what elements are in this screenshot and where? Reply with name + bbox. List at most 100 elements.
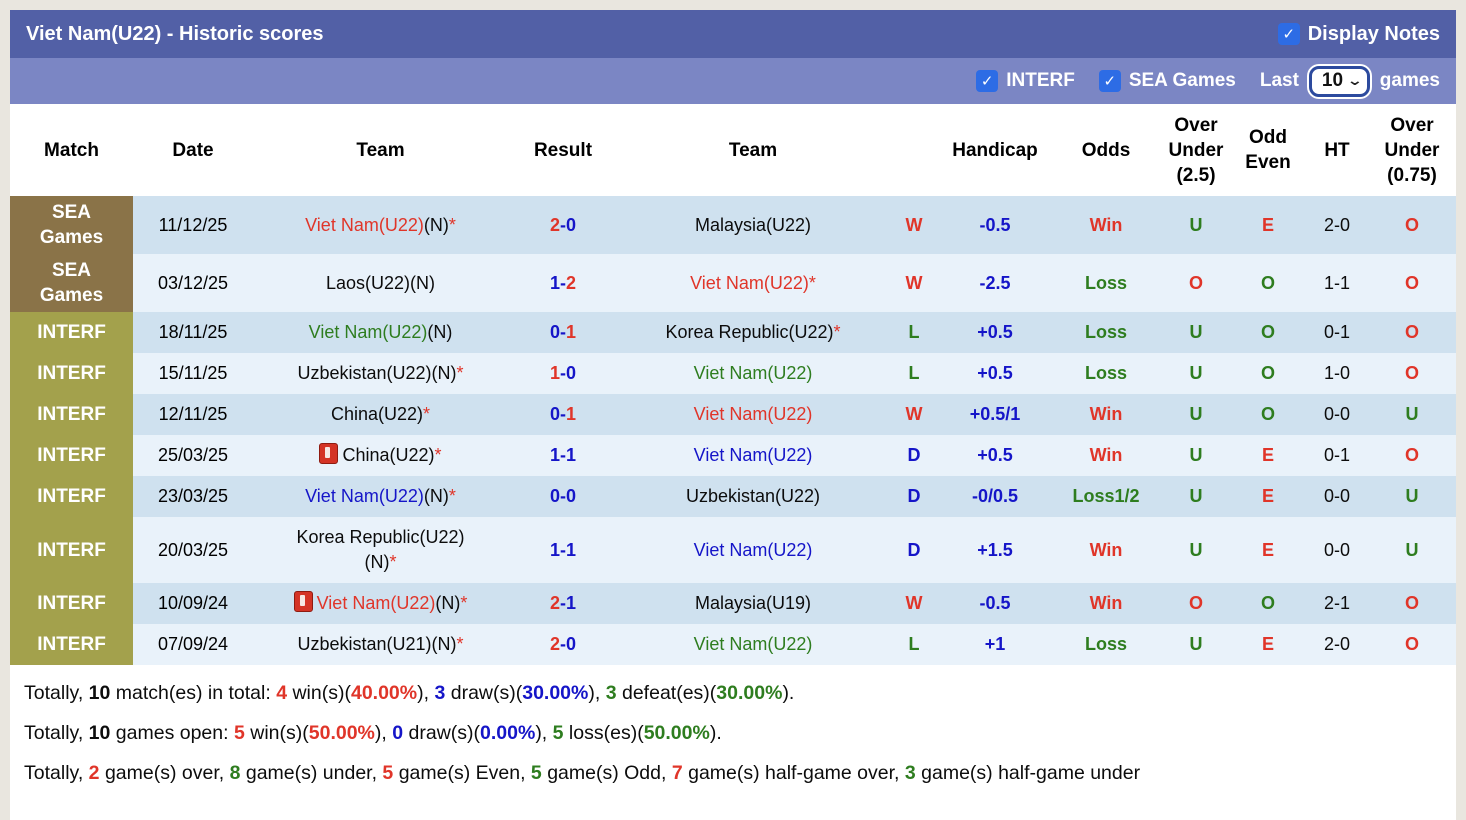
text-part: - bbox=[560, 214, 566, 235]
text-part: Malaysia(U19) bbox=[694, 593, 812, 613]
text-part: - bbox=[560, 539, 566, 560]
table-row: INTERF 10/09/24 Viet Nam(U22)(N)* 2-1 Malays… bbox=[10, 583, 1456, 624]
text-part: 0 bbox=[566, 214, 577, 235]
last-games-select[interactable]: 10 ⌄ bbox=[1308, 65, 1370, 97]
result-cell: 0-1 bbox=[508, 394, 618, 435]
filter-bar: ✓ INTERF ✓ SEA Games Last 10 ⌄ games bbox=[10, 58, 1456, 104]
text-part: * bbox=[808, 272, 816, 293]
table-row: SEA Games 11/12/25 Viet Nam(U22)(N)* 2-0 Mal… bbox=[10, 196, 1456, 254]
text-part: * bbox=[456, 634, 464, 654]
interf-checkbox[interactable]: ✓ bbox=[976, 70, 999, 92]
last-label: Last bbox=[1259, 70, 1299, 91]
text-part: China(U22) bbox=[330, 404, 424, 424]
result-cell: 0-1 bbox=[508, 312, 618, 353]
summary-line-open: Totally, 10 games open: 5 win(s)(50.00%)… bbox=[24, 713, 1442, 753]
text-part: game(s) half-game under bbox=[915, 762, 1141, 784]
interf-filter[interactable]: ✓ INTERF bbox=[976, 70, 1075, 92]
date-cell: 23/03/25 bbox=[133, 476, 253, 517]
text-part: Totally, bbox=[24, 682, 89, 704]
display-notes-toggle[interactable]: ✓ Display Notes bbox=[1277, 22, 1440, 46]
text-part: Korea Republic(U22) bbox=[665, 322, 834, 342]
over-under-075-cell: O bbox=[1368, 624, 1456, 665]
text-part: game(s) over, bbox=[99, 762, 230, 784]
text-part: U bbox=[1189, 322, 1203, 342]
table-row: INTERF 18/11/25 Viet Nam(U22)(N) 0-1 Korea R… bbox=[10, 312, 1456, 353]
over-under-25-cell: U bbox=[1162, 312, 1230, 353]
text-part: Totally, bbox=[24, 762, 89, 784]
match-type-cell: SEA Games bbox=[10, 196, 133, 254]
handicap-result-cell: D bbox=[888, 517, 940, 583]
display-notes-checkbox[interactable]: ✓ bbox=[1277, 23, 1300, 45]
red-card-icon bbox=[319, 443, 339, 464]
display-notes-label: Display Notes bbox=[1307, 22, 1440, 45]
text-part: W bbox=[905, 404, 923, 424]
text-part: ), bbox=[535, 722, 553, 744]
text-part: 1 bbox=[566, 593, 577, 613]
text-part: O bbox=[1260, 404, 1275, 424]
text-part: game(s) half-game over, bbox=[682, 762, 905, 784]
text-part: * bbox=[460, 593, 468, 613]
text-part: U bbox=[1189, 214, 1203, 235]
odds-cell: Win bbox=[1050, 435, 1162, 476]
text-part: -2.5 bbox=[979, 272, 1011, 293]
text-part: Viet Nam(U22) bbox=[693, 404, 813, 424]
handicap-cell: +0.5/1 bbox=[940, 394, 1050, 435]
text-part: - bbox=[560, 322, 566, 342]
odds-cell: Win bbox=[1050, 196, 1162, 254]
text-part: 50.00% bbox=[643, 722, 710, 744]
date-cell: 12/11/25 bbox=[133, 394, 253, 435]
column-header: Over Under (2.5) bbox=[1162, 104, 1230, 196]
column-header: Odd Even bbox=[1230, 104, 1306, 196]
text-part: U bbox=[1405, 539, 1419, 560]
text-part: Loss1/2 bbox=[1072, 486, 1140, 506]
text-part: U bbox=[1405, 404, 1419, 424]
text-part: (N) bbox=[423, 486, 449, 506]
text-part: ), bbox=[374, 722, 393, 744]
text-part: E bbox=[1261, 539, 1274, 560]
text-part: 2 bbox=[549, 593, 560, 613]
handicap-cell: +0.5 bbox=[940, 312, 1050, 353]
result-cell: 1-1 bbox=[508, 435, 618, 476]
date-cell: 03/12/25 bbox=[133, 254, 253, 312]
text-part: Win bbox=[1089, 539, 1123, 560]
text-part: Loss bbox=[1084, 272, 1127, 293]
text-part: O bbox=[1188, 272, 1203, 293]
handicap-cell: -0.5 bbox=[940, 583, 1050, 624]
last-games-select-value: 10 bbox=[1321, 69, 1344, 91]
text-part: * bbox=[448, 486, 456, 506]
sea-games-filter[interactable]: ✓ SEA Games bbox=[1098, 70, 1236, 92]
text-part: 0 bbox=[566, 634, 577, 654]
text-part: O bbox=[1404, 593, 1419, 613]
column-header bbox=[888, 104, 940, 196]
text-part: ). bbox=[709, 722, 722, 744]
sea-games-checkbox[interactable]: ✓ bbox=[1098, 70, 1121, 92]
text-part: match(es) in total: bbox=[110, 682, 277, 704]
result-cell: 0-0 bbox=[508, 476, 618, 517]
text-part: L bbox=[908, 634, 920, 654]
text-part: Uzbekistan(U21)(N) bbox=[297, 634, 457, 654]
page-title: Viet Nam(U22) - Historic scores bbox=[26, 22, 324, 45]
text-part: 40.00% bbox=[350, 682, 418, 704]
odds-cell: Win bbox=[1050, 394, 1162, 435]
away-team-cell: Malaysia(U22) bbox=[618, 196, 888, 254]
text-part: L bbox=[908, 363, 920, 383]
text-part: U bbox=[1405, 486, 1419, 506]
halftime-score-cell: 0-1 bbox=[1306, 435, 1368, 476]
match-type-cell: INTERF bbox=[10, 312, 133, 353]
text-part: ), bbox=[588, 682, 606, 704]
text-part: U bbox=[1189, 404, 1203, 424]
column-header: Result bbox=[508, 104, 618, 196]
odd-even-cell: E bbox=[1230, 196, 1306, 254]
text-part: 4 bbox=[276, 682, 288, 704]
chevron-down-icon: ⌄ bbox=[1346, 72, 1364, 88]
text-part: D bbox=[907, 486, 921, 506]
halftime-score-cell: 0-0 bbox=[1306, 517, 1368, 583]
text-part: 1 bbox=[549, 539, 560, 560]
over-under-075-cell: O bbox=[1368, 254, 1456, 312]
halftime-score-cell: 0-0 bbox=[1306, 476, 1368, 517]
text-part: O bbox=[1188, 593, 1203, 613]
date-cell: 11/12/25 bbox=[133, 196, 253, 254]
text-part: - bbox=[560, 445, 566, 465]
text-part: 1 bbox=[549, 363, 560, 383]
text-part: 10 bbox=[88, 682, 111, 704]
